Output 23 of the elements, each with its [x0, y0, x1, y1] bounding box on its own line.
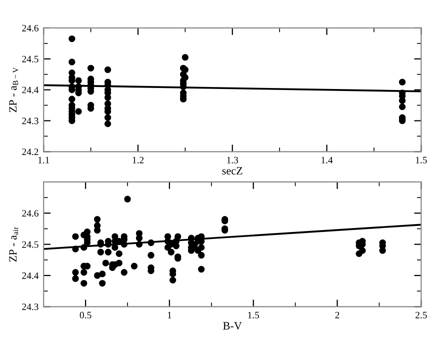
y-tick-label: 24.6	[22, 210, 38, 217]
y-tick-label: 24.3	[22, 118, 38, 124]
x-tick-label: 1	[168, 312, 172, 318]
x-axis-title: B-V	[223, 322, 242, 330]
y-tick-label: 24.5	[22, 241, 38, 248]
y-axis-title: ZP - a$_{B−V}$	[9, 67, 18, 112]
y-tick-label: 24.3	[22, 304, 38, 310]
x-axis-title: secZ	[222, 167, 242, 175]
x-tick-label: 2	[335, 312, 340, 318]
y-tick-label: 24.5	[22, 56, 38, 62]
x-tick-label: 1.4	[322, 156, 333, 164]
y-tick-label: 24.6	[22, 24, 38, 32]
y-axis-title: ZP - a$_{air}$	[9, 226, 18, 262]
y-tick-label: 24.4	[22, 86, 39, 94]
x-tick-label: 0.5	[80, 312, 92, 318]
x-tick-label: 1.3	[227, 156, 238, 164]
x-tick-label: 1.1	[38, 156, 50, 164]
x-tick-label: 1.5	[416, 156, 427, 164]
x-tick-label: 1.2	[132, 156, 144, 164]
y-tick-label: 24.4	[22, 272, 39, 280]
y-tick-label: 24.2	[22, 148, 38, 156]
x-tick-label: 1.5	[248, 312, 260, 318]
x-tick-label: 2.5	[416, 312, 427, 318]
